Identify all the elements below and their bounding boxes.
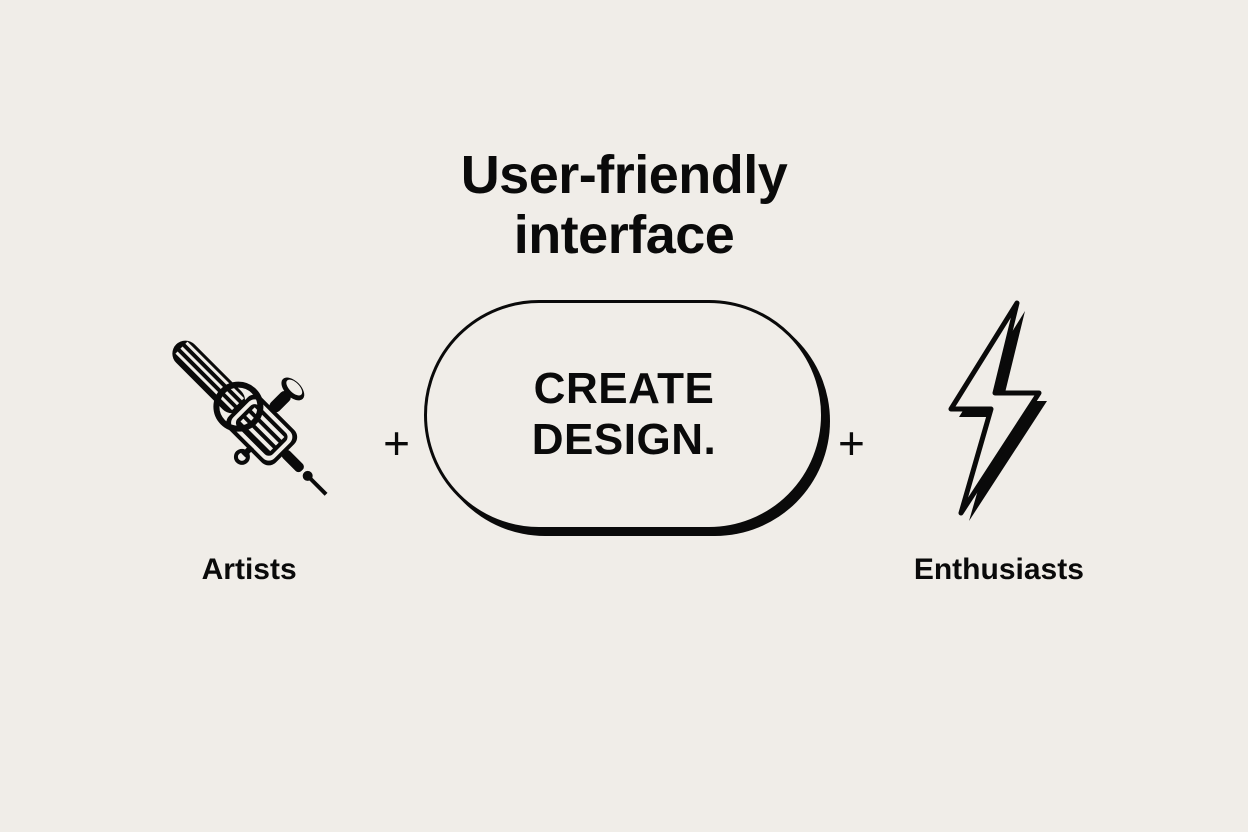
pill-text: CREATE DESIGN. — [532, 364, 716, 465]
plus-left: + — [369, 416, 424, 470]
column-enthusiasts: Enthusiasts — [879, 293, 1119, 587]
label-enthusiasts: Enthusiasts — [914, 553, 1084, 587]
heading-line-2: interface — [0, 205, 1248, 265]
label-artists: Artists — [202, 553, 297, 587]
plus-right: + — [824, 416, 879, 470]
column-artists: Artists — [129, 293, 369, 587]
equation-row: Artists + CREATE DESIGN. + Ent — [0, 300, 1248, 580]
create-design-pill: CREATE DESIGN. — [424, 300, 824, 530]
pill-line-1: CREATE — [532, 364, 716, 415]
pill-line-2: DESIGN. — [532, 415, 716, 466]
lightning-bolt-icon — [879, 293, 1119, 533]
pill-face: CREATE DESIGN. — [424, 300, 824, 530]
tattoo-machine-icon — [129, 293, 369, 533]
column-center: CREATE DESIGN. — [424, 300, 824, 580]
page-heading: User-friendly interface — [0, 145, 1248, 266]
heading-line-1: User-friendly — [0, 145, 1248, 205]
